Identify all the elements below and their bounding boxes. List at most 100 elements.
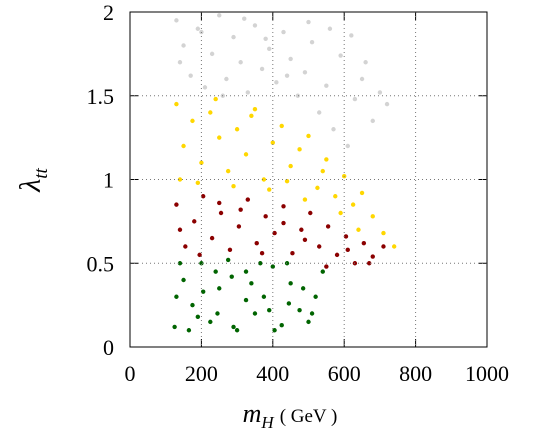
data-point — [217, 286, 222, 291]
data-point — [377, 90, 383, 95]
data-point — [190, 118, 195, 124]
data-point — [288, 56, 293, 62]
data-point — [225, 168, 231, 174]
data-point — [209, 51, 215, 57]
data-point — [208, 110, 213, 115]
data-point — [181, 143, 186, 149]
data-point — [272, 328, 277, 333]
x-tick-label: 400 — [256, 361, 289, 386]
data-point — [270, 140, 275, 145]
data-point — [320, 269, 325, 274]
data-point — [213, 269, 218, 274]
data-point — [181, 43, 186, 48]
data-point — [281, 204, 286, 209]
data-point — [295, 93, 300, 98]
axes-layer: 0 200 400 600 800 1000 0 0.5 1 1.5 2 — [87, 0, 510, 386]
data-point — [259, 66, 265, 72]
data-point — [174, 202, 179, 207]
data-point — [361, 240, 367, 246]
x-tick-label: 200 — [185, 361, 218, 386]
data-point — [270, 264, 275, 269]
data-point — [243, 269, 249, 274]
data-point — [200, 289, 206, 294]
y-tick-label: 0.5 — [87, 251, 115, 276]
data-point — [263, 214, 268, 219]
data-point — [324, 83, 329, 88]
y-tick-label: 1.5 — [87, 84, 115, 109]
data-point — [234, 127, 240, 132]
data-point — [288, 281, 293, 286]
data-point — [302, 70, 308, 75]
data-point — [258, 261, 263, 266]
data-point — [245, 197, 251, 202]
data-point — [238, 207, 243, 212]
data-point — [297, 147, 302, 152]
data-point — [199, 160, 204, 165]
data-point — [215, 311, 220, 316]
data-point — [209, 235, 215, 241]
points-layer — [172, 13, 397, 333]
data-point — [231, 184, 236, 189]
data-point — [306, 19, 311, 25]
data-point — [299, 227, 304, 232]
data-point — [306, 133, 311, 139]
y-label-subscript: tt — [31, 168, 52, 179]
x-tick-label: 600 — [328, 361, 361, 386]
data-point — [238, 60, 243, 65]
data-point — [350, 202, 356, 207]
data-point — [218, 210, 224, 216]
data-point — [195, 26, 201, 31]
y-label-symbol: λ — [14, 179, 47, 193]
data-point — [261, 177, 267, 182]
data-point — [186, 328, 192, 333]
data-point — [192, 219, 197, 224]
data-point — [309, 311, 315, 316]
data-point — [224, 76, 229, 82]
data-point — [325, 224, 331, 229]
x-label-subscript: H — [260, 413, 275, 432]
data-point — [172, 324, 177, 330]
data-point — [252, 311, 258, 316]
data-point — [302, 237, 308, 242]
data-point — [197, 252, 202, 258]
data-point — [243, 297, 249, 303]
data-point — [249, 113, 254, 119]
data-point — [231, 34, 236, 40]
y-tick-label: 2 — [103, 0, 114, 25]
data-point — [177, 177, 183, 182]
data-point — [370, 118, 375, 124]
data-point — [308, 210, 313, 216]
data-point — [249, 281, 254, 286]
data-point — [231, 324, 236, 330]
data-point — [281, 220, 286, 226]
data-point — [245, 90, 251, 95]
y-tick-label: 0 — [103, 335, 114, 360]
plot-frame — [129, 11, 488, 348]
data-point — [284, 261, 290, 266]
data-point — [177, 227, 183, 232]
data-point — [288, 163, 293, 169]
data-point — [229, 274, 234, 279]
data-point — [359, 76, 365, 82]
y-tick-label: 1 — [103, 168, 114, 193]
data-point — [338, 53, 343, 58]
data-point — [284, 73, 290, 78]
data-point — [366, 261, 372, 266]
data-point — [200, 194, 206, 199]
data-point — [208, 319, 213, 325]
data-point — [324, 264, 329, 269]
data-point — [272, 230, 277, 236]
data-point — [183, 244, 188, 249]
data-point — [234, 328, 240, 333]
data-point — [315, 185, 320, 191]
data-point — [352, 96, 358, 102]
data-point — [174, 18, 179, 23]
data-point — [254, 240, 259, 246]
data-point — [202, 85, 208, 90]
data-point — [174, 294, 179, 299]
data-point — [195, 314, 201, 320]
data-point — [190, 302, 195, 308]
data-point — [252, 106, 258, 112]
x-tick-label: 800 — [399, 361, 432, 386]
